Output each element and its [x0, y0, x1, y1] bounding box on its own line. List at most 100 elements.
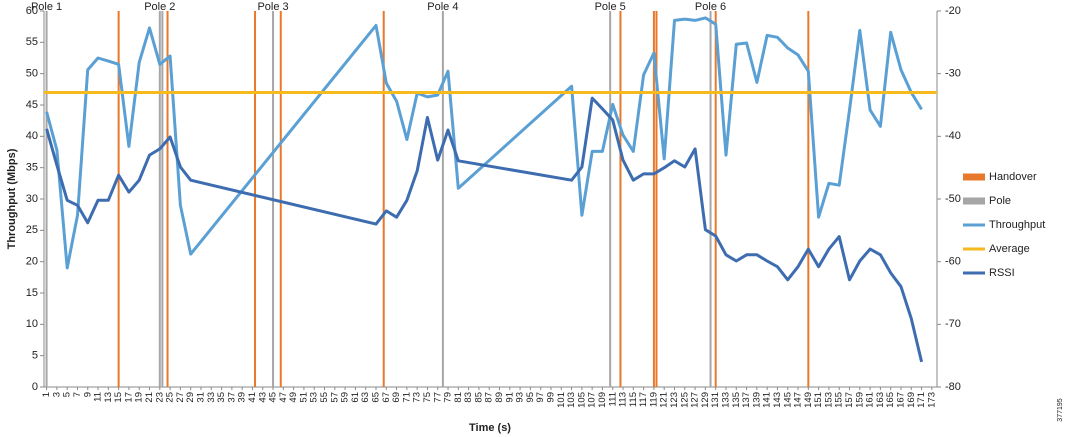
x-tick-label: 21	[144, 392, 155, 403]
legend-label: Average	[989, 243, 1030, 255]
y-tick-label: 10	[26, 318, 38, 330]
x-tick-label: 23	[154, 392, 165, 403]
pole-label: Pole 1	[31, 1, 62, 13]
x-tick-label: 115	[628, 392, 639, 407]
x-tick-label: 15	[113, 392, 124, 403]
pole-label: Pole 3	[257, 1, 288, 13]
x-tick-label: 123	[669, 392, 680, 408]
x-tick-label: 3	[51, 392, 62, 397]
x-tick-label: 147	[793, 392, 804, 408]
data-line	[45, 96, 924, 363]
x-tick-label: 129	[700, 392, 711, 408]
y2-tick-label: -50	[945, 193, 961, 205]
x-tick-label: 117	[638, 392, 649, 407]
x-tick-label: 61	[350, 392, 361, 403]
x-tick-label: 37	[226, 392, 237, 403]
data-line	[45, 16, 923, 270]
x-tick-label: 133	[720, 392, 731, 408]
y-axis-title: Throughput (Mbps)	[6, 148, 18, 249]
x-tick-label: 25	[165, 392, 176, 403]
x-tick-label: 47	[278, 392, 289, 403]
y-tick-label: 50	[26, 68, 38, 80]
x-tick-label: 97	[535, 392, 546, 403]
x-tick-label: 163	[875, 392, 886, 408]
y-tick-label: 35	[26, 162, 38, 174]
x-tick-label: 119	[648, 392, 659, 407]
x-tick-label: 35	[216, 392, 227, 403]
x-tick-label: 31	[195, 392, 206, 403]
x-tick-label: 167	[895, 392, 906, 408]
x-tick-label: 79	[443, 392, 454, 403]
x-tick-label: 9	[82, 392, 93, 397]
x-tick-label: 39	[237, 392, 248, 403]
x-tick-label: 73	[412, 392, 423, 403]
x-tick-label: 29	[185, 392, 196, 403]
x-tick-label: 57	[329, 392, 340, 403]
x-tick-label: 101	[556, 392, 567, 408]
x-tick-label: 159	[854, 392, 865, 408]
y-tick-label: 25	[26, 224, 38, 236]
x-tick-label: 53	[309, 392, 320, 403]
x-tick-label: 169	[906, 392, 917, 408]
x-tick-label: 165	[885, 392, 896, 408]
x-tick-label: 7	[72, 392, 83, 397]
y2-tick-label: -20	[945, 5, 961, 17]
y-tick-label: 15	[26, 287, 38, 299]
x-tick-label: 19	[134, 392, 145, 403]
x-tick-label: 85	[473, 392, 484, 403]
x-tick-label: 139	[751, 392, 762, 408]
x-tick-label: 93	[515, 392, 526, 403]
x-tick-label: 103	[566, 392, 577, 408]
x-tick-label: 41	[247, 392, 258, 403]
legend-label: Pole	[989, 195, 1011, 207]
x-tick-label: 105	[576, 392, 587, 408]
x-tick-label: 89	[494, 392, 505, 403]
x-tick-label: 69	[391, 392, 402, 403]
x-tick-label: 161	[865, 392, 876, 408]
y-tick-label: 5	[32, 350, 38, 362]
y2-tick-label: -70	[945, 318, 961, 330]
x-tick-label: 91	[504, 392, 515, 403]
legend-label: Handover	[989, 171, 1037, 183]
x-tick-label: 127	[690, 392, 701, 408]
x-tick-label: 11	[93, 392, 104, 402]
x-tick-label: 141	[762, 392, 773, 408]
x-tick-label: 83	[463, 392, 474, 403]
x-tick-label: 109	[597, 392, 608, 408]
x-tick-label: 1	[41, 392, 52, 397]
y-tick-label: 60	[26, 5, 38, 17]
x-tick-label: 143	[772, 392, 783, 408]
x-tick-label: 5	[62, 392, 73, 397]
x-tick-label: 27	[175, 392, 186, 403]
x-tick-label: 135	[731, 392, 742, 408]
x-tick-label: 171	[916, 392, 927, 408]
x-tick-label: 151	[813, 392, 824, 408]
x-tick-label: 75	[422, 392, 433, 403]
y-tick-label: 55	[26, 36, 38, 48]
x-tick-label: 131	[710, 392, 721, 408]
pole-label: Pole 5	[595, 1, 626, 13]
x-tick-label: 59	[340, 392, 351, 403]
x-tick-label: 107	[587, 392, 598, 408]
legend-label: RSSI	[989, 267, 1015, 279]
x-tick-label: 71	[401, 392, 412, 403]
x-axis-title: Time (s)	[469, 422, 511, 434]
side-note: 377195	[1057, 398, 1064, 421]
x-tick-label: 121	[659, 392, 670, 408]
x-tick-label: 137	[741, 392, 752, 408]
y-tick-label: 20	[26, 256, 38, 268]
x-tick-label: 45	[268, 392, 279, 403]
x-tick-label: 149	[803, 392, 814, 408]
x-tick-label: 153	[823, 392, 834, 408]
x-tick-label: 55	[319, 392, 330, 403]
x-tick-label: 33	[206, 392, 217, 403]
x-tick-label: 173	[926, 392, 937, 408]
x-tick-label: 43	[257, 392, 268, 403]
x-tick-label: 67	[381, 392, 392, 403]
x-tick-label: 81	[453, 392, 464, 403]
x-tick-label: 77	[432, 392, 443, 403]
x-tick-label: 99	[545, 392, 556, 403]
x-tick-label: 65	[370, 392, 381, 403]
x-tick-label: 51	[298, 392, 309, 403]
